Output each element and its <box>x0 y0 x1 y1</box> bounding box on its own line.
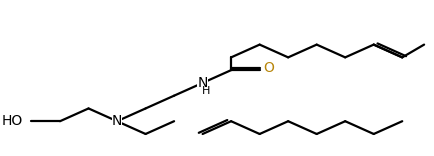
Text: O: O <box>263 61 274 75</box>
Text: H: H <box>201 86 210 96</box>
Text: HO: HO <box>2 114 23 128</box>
Text: N: N <box>112 114 122 128</box>
Text: N: N <box>197 76 207 90</box>
